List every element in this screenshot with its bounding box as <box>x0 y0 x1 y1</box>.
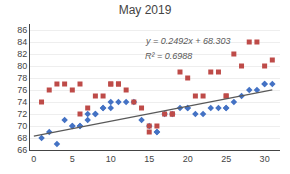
svg-text:15: 15 <box>144 154 154 164</box>
svg-text:10: 10 <box>106 154 116 164</box>
svg-text:70: 70 <box>17 121 27 131</box>
svg-text:78: 78 <box>17 73 27 83</box>
svg-text:82: 82 <box>17 49 27 59</box>
svg-text:y = 0.2492x + 68.303: y = 0.2492x + 68.303 <box>145 36 231 46</box>
svg-text:20: 20 <box>183 154 193 164</box>
svg-text:0: 0 <box>31 154 36 164</box>
svg-text:May 2019: May 2019 <box>119 3 172 17</box>
svg-text:74: 74 <box>17 97 27 107</box>
svg-text:84: 84 <box>17 37 27 47</box>
svg-text:R² = 0.6988: R² = 0.6988 <box>145 51 192 61</box>
svg-text:80: 80 <box>17 61 27 71</box>
svg-text:30: 30 <box>260 154 270 164</box>
svg-text:25: 25 <box>221 154 231 164</box>
svg-text:76: 76 <box>17 85 27 95</box>
svg-text:5: 5 <box>70 154 75 164</box>
svg-text:86: 86 <box>17 25 27 35</box>
svg-text:68: 68 <box>17 133 27 143</box>
svg-text:72: 72 <box>17 109 27 119</box>
svg-text:66: 66 <box>17 145 27 155</box>
